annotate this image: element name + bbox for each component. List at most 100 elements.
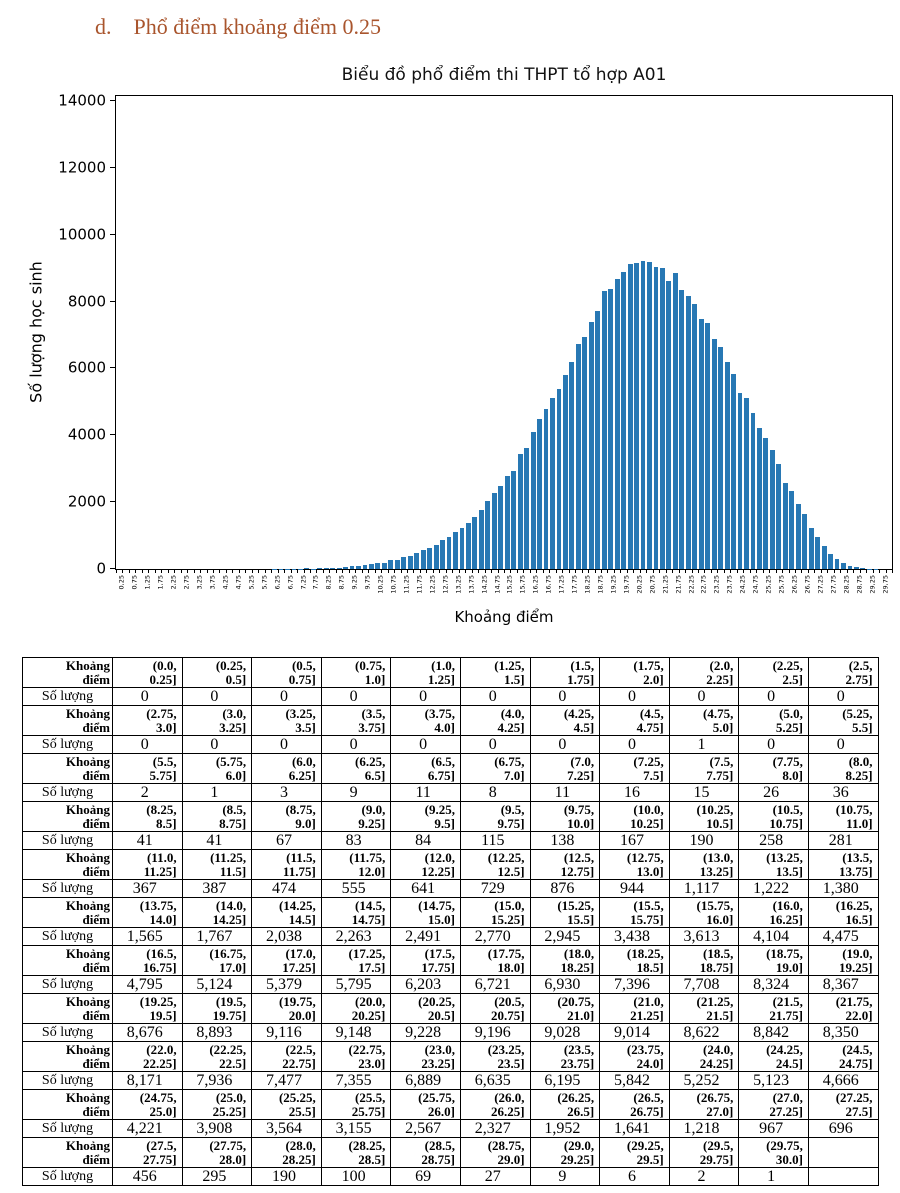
x-tick-mark: [866, 569, 868, 573]
table-count-row: Số lượng 456 295 190 100 69 27 9 6 2 1: [22, 1167, 879, 1186]
x-tick-mark: [148, 569, 150, 573]
x-tick-mark: [484, 569, 486, 573]
range-cell: (5.5, 5.75]: [112, 753, 183, 784]
range-cell: (17.5, 17.75]: [390, 945, 461, 976]
count-cell: 8: [459, 783, 531, 802]
x-tick-mark: [432, 569, 434, 573]
range-cell: (23.25, 23.5]: [459, 1041, 531, 1072]
count-cell: 0: [599, 735, 670, 754]
count-cell: 1: [668, 735, 740, 754]
x-tick-label: 8,25: [324, 575, 333, 590]
histogram-bar: [414, 553, 420, 569]
x-tick-mark: [736, 569, 738, 573]
histogram-bar: [653, 267, 659, 569]
histogram-bar: [362, 565, 368, 569]
histogram-bar: [672, 273, 678, 569]
range-cell: (29.75, 30.0]: [738, 1137, 809, 1168]
x-tick-mark: [639, 569, 641, 573]
range-cell: (9.75, 10.0]: [529, 801, 601, 832]
count-cell: 190: [668, 831, 740, 850]
table-range-row: Khoảng điểm (24.75, 25.0] (25.0, 25.25] (25…: [22, 1089, 879, 1120]
count-cell: 1,641: [599, 1119, 670, 1138]
range-cell: (24.0, 24.25]: [668, 1041, 740, 1072]
count-cell: 7,396: [599, 975, 670, 994]
x-tick-mark: [588, 569, 590, 573]
x-tick-mark: [310, 569, 311, 573]
count-cell: 4,666: [807, 1071, 879, 1090]
x-tick-label: 22,25: [687, 575, 696, 594]
range-cell: (1.0, 1.25]: [390, 657, 461, 688]
section-heading-index: d.: [95, 14, 112, 39]
range-cell: (27.25, 27.5]: [807, 1089, 879, 1120]
histogram-bar: [795, 503, 801, 569]
x-tick-mark: [251, 569, 253, 573]
y-tick-label: 10000: [58, 225, 106, 244]
range-cell: (28.25, 28.5]: [320, 1137, 392, 1168]
histogram-bar: [356, 566, 361, 569]
count-cell: 8,367: [807, 975, 879, 994]
histogram-bar: [588, 321, 594, 569]
x-tick-mark: [368, 569, 370, 573]
histogram-bar: [446, 537, 452, 569]
range-cell: (17.25, 17.5]: [320, 945, 392, 976]
x-tick-mark: [665, 569, 667, 573]
range-cell: (1.75, 2.0]: [599, 657, 670, 688]
count-cell: 9,028: [529, 1023, 601, 1042]
range-row-label: Khoảng điểm: [22, 657, 113, 688]
score-frequency-table: Khoảng điểm (0.0, 0.25] (0.25, 0.5] (0.5, 0…: [22, 657, 879, 1186]
count-cell: 367: [112, 879, 183, 898]
range-cell: (20.0, 20.25]: [320, 993, 392, 1024]
table-count-row: Số lượng 0 0 0 0 0 0 0 0 1 0 0: [22, 735, 879, 754]
histogram-bar: [317, 568, 323, 569]
range-cell: (5.0, 5.25]: [738, 705, 809, 736]
histogram-bar: [621, 271, 627, 569]
table-range-row: Khoảng điểm (2.75, 3.0] (3.0, 3.25] (3.25, …: [22, 705, 879, 736]
range-row-label: Khoảng điểm: [22, 705, 113, 736]
range-cell: (14.75, 15.0]: [390, 897, 461, 928]
histogram-bar: [815, 536, 821, 569]
x-tick-mark: [128, 569, 130, 573]
range-cell: (2.25, 2.5]: [738, 657, 809, 688]
count-cell: 7,477: [251, 1071, 322, 1090]
count-cell: 9: [529, 1167, 601, 1186]
histogram-bar: [711, 338, 717, 569]
x-tick-mark: [394, 569, 396, 573]
x-tick-mark: [523, 569, 525, 573]
histogram-bar: [834, 559, 840, 569]
histogram-bar: [640, 260, 646, 569]
range-cell: (16.75, 17.0]: [181, 945, 253, 976]
count-cell: 0: [459, 687, 531, 706]
x-tick-label: 1,75: [156, 575, 165, 590]
x-tick-mark: [723, 569, 725, 573]
count-cell: 3,564: [251, 1119, 322, 1138]
count-cell: 8,350: [807, 1023, 879, 1042]
histogram-bar: [647, 261, 652, 569]
range-cell: (13.25, 13.5]: [738, 849, 809, 880]
range-cell: (5.25, 5.5]: [807, 705, 879, 736]
x-tick-label: 4,25: [221, 575, 230, 590]
count-row-label: Số lượng: [22, 687, 113, 706]
range-cell: (2.0, 2.25]: [668, 657, 740, 688]
range-cell: (8.75, 9.0]: [251, 801, 322, 832]
count-cell: 1,117: [668, 879, 740, 898]
x-tick-mark: [407, 569, 408, 573]
count-cell: 1,565: [112, 927, 183, 946]
range-cell: (18.0, 18.25]: [529, 945, 601, 976]
x-tick-label: 5,25: [247, 575, 256, 590]
range-cell: (7.0, 7.25]: [529, 753, 601, 784]
range-cell: (24.75, 25.0]: [112, 1089, 183, 1120]
range-cell: (1.5, 1.75]: [529, 657, 601, 688]
count-cell: 4,475: [807, 927, 879, 946]
x-tick-mark: [782, 569, 784, 573]
range-cell: (3.0, 3.25]: [181, 705, 253, 736]
count-cell: 2,038: [251, 927, 322, 946]
histogram-bars: [116, 96, 892, 569]
range-cell: (15.5, 15.75]: [599, 897, 670, 928]
x-tick-mark: [381, 569, 383, 573]
count-cell: 0: [459, 735, 531, 754]
x-tick-mark: [756, 569, 758, 573]
y-tick-label: 0: [96, 559, 106, 578]
count-cell: 5,123: [738, 1071, 809, 1090]
count-cell: 7,708: [668, 975, 740, 994]
x-tick-label: 14,75: [493, 575, 502, 594]
